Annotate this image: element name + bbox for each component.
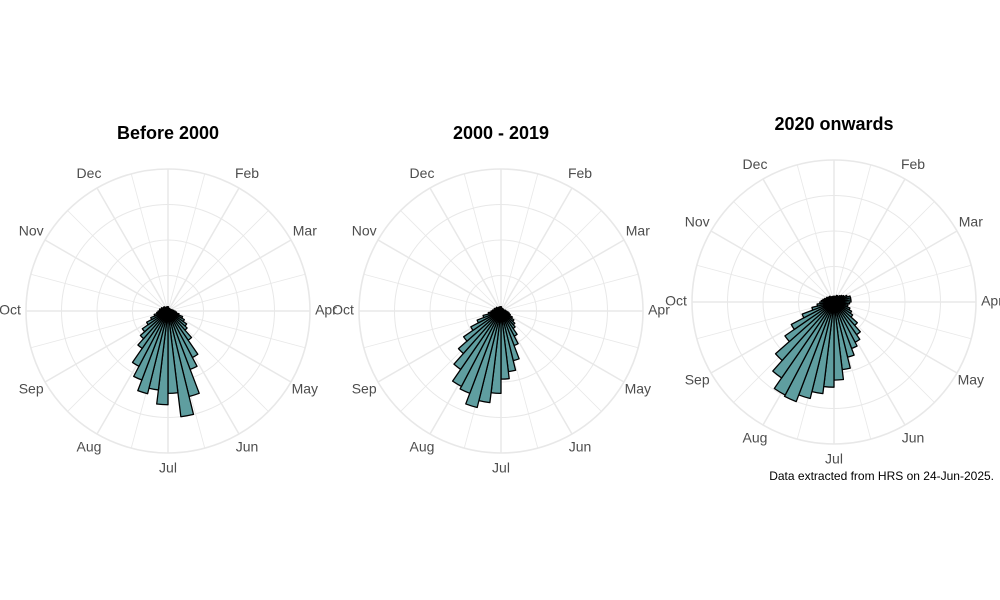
bar-week-34 — [462, 310, 502, 342]
grid-spoke — [833, 301, 958, 374]
bar-week-34 — [784, 301, 835, 343]
month-label-may: May — [292, 381, 318, 397]
month-label-oct: Oct — [665, 293, 687, 309]
grid-spoke — [500, 310, 602, 412]
month-label-mar: Mar — [626, 223, 650, 239]
month-label-jun: Jun — [569, 439, 592, 455]
grid-spoke — [96, 187, 169, 312]
bar-week-52 — [166, 306, 169, 312]
bar-week-32 — [772, 301, 835, 379]
month-label-nov: Nov — [352, 223, 377, 239]
grid-spoke — [167, 187, 240, 312]
grid-spoke — [130, 173, 169, 312]
bar-week-52 — [499, 306, 502, 312]
month-label-jun: Jun — [902, 430, 925, 446]
month-label-mar: Mar — [959, 214, 983, 230]
grid-spoke — [167, 310, 306, 349]
month-label-aug: Aug — [410, 439, 435, 455]
bar-week-36 — [476, 310, 502, 324]
month-label-apr: Apr — [981, 293, 1000, 309]
polar-panel-1: Dec Feb Mar Apr May Jun Jul Aug Sep Oct Nov Before … — [0, 123, 337, 476]
month-label-nov: Nov — [19, 223, 44, 239]
month-label-dec: Dec — [77, 165, 102, 181]
grid-spoke — [500, 173, 539, 312]
month-label-oct: Oct — [332, 302, 354, 318]
bar-week-33 — [774, 301, 835, 362]
grid-spoke — [762, 178, 835, 303]
month-label-aug: Aug — [77, 439, 102, 455]
grid-spoke — [833, 178, 906, 303]
polar-panel-3: Dec Feb Mar Apr May Jun Jul Aug Sep Oct Nov 2020 on… — [665, 114, 1000, 467]
month-label-feb: Feb — [901, 156, 925, 172]
month-label-may: May — [958, 372, 984, 388]
grid-spoke — [500, 239, 625, 312]
month-label-oct: Oct — [0, 302, 21, 318]
month-label-sep: Sep — [19, 381, 44, 397]
panel-title: Before 2000 — [117, 123, 219, 143]
month-label-jul: Jul — [492, 460, 510, 476]
month-label-aug: Aug — [743, 430, 768, 446]
month-label-mar: Mar — [293, 223, 317, 239]
bar-week-36 — [801, 301, 835, 319]
grid-spoke — [833, 264, 972, 303]
panel-title: 2020 onwards — [774, 114, 893, 134]
month-label-dec: Dec — [410, 165, 435, 181]
grid-spoke — [67, 210, 169, 312]
grid-spoke — [30, 310, 169, 349]
grid-spoke — [377, 239, 502, 312]
grid-spoke — [400, 210, 502, 312]
grid-spoke — [710, 230, 835, 303]
grid-spoke — [167, 239, 292, 312]
grid-spoke — [167, 273, 306, 312]
month-label-feb: Feb — [235, 165, 259, 181]
grid-spoke — [833, 201, 935, 303]
grid-spoke — [796, 164, 835, 303]
grid-spoke — [44, 239, 169, 312]
grid-spoke — [500, 210, 602, 312]
grid-spoke — [500, 310, 639, 349]
bar-week-32 — [453, 310, 502, 371]
grid-spoke — [363, 273, 502, 312]
month-label-sep: Sep — [352, 381, 377, 397]
month-label-nov: Nov — [685, 214, 710, 230]
bar-week-31 — [773, 301, 835, 396]
month-label-feb: Feb — [568, 165, 592, 181]
bar-week-33 — [457, 310, 502, 355]
bar-week-25 — [167, 310, 195, 418]
bar-week-35 — [470, 310, 502, 332]
polar-panel-2: Dec Feb Mar Apr May Jun Jul Aug Sep Oct Nov 2000 - … — [332, 123, 670, 476]
month-label-jun: Jun — [236, 439, 259, 455]
grid-spoke — [696, 301, 835, 340]
grid-spoke — [696, 264, 835, 303]
month-label-apr: Apr — [315, 302, 337, 318]
month-label-sep: Sep — [685, 372, 710, 388]
grid-spoke — [167, 173, 206, 312]
grid-spoke — [500, 273, 639, 312]
grid-spoke — [833, 164, 872, 303]
grid-spoke — [833, 301, 972, 340]
grid-spoke — [30, 273, 169, 312]
grid-spoke — [363, 310, 502, 349]
month-label-jul: Jul — [159, 460, 177, 476]
data-source-caption: Data extracted from HRS on 24-Jun-2025. — [769, 469, 994, 483]
bar-week-35 — [790, 301, 835, 331]
month-label-jul: Jul — [825, 451, 843, 467]
grid-spoke — [429, 187, 502, 312]
grid-spoke — [167, 210, 269, 312]
month-label-apr: Apr — [648, 302, 670, 318]
grid-spoke — [500, 310, 625, 383]
month-label-may: May — [625, 381, 651, 397]
grid-spoke — [733, 201, 835, 303]
grid-spoke — [463, 173, 502, 312]
bar-week-31 — [451, 310, 502, 388]
panel-title: 2000 - 2019 — [453, 123, 549, 143]
grid-spoke — [500, 187, 573, 312]
grid-spoke — [167, 310, 292, 383]
month-label-dec: Dec — [743, 156, 768, 172]
bar-week-52 — [832, 295, 835, 303]
grid-spoke — [833, 230, 958, 303]
